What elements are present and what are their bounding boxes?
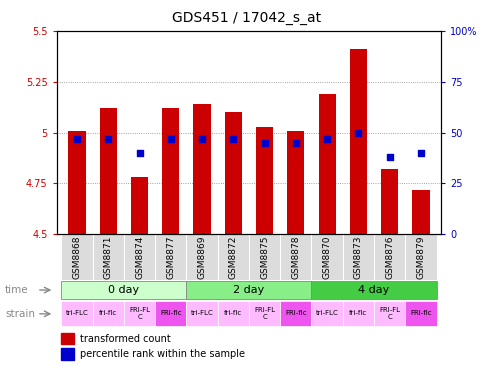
- Text: tri-FLC: tri-FLC: [66, 310, 88, 316]
- Bar: [350, 49, 367, 234]
- Point: [136, 150, 143, 156]
- Bar: [186, 302, 218, 326]
- Bar: [312, 234, 343, 280]
- Bar: [155, 234, 186, 280]
- Point: [105, 136, 112, 142]
- Bar: [287, 131, 305, 234]
- Bar: [93, 234, 124, 280]
- Point: [198, 136, 206, 142]
- Text: time: time: [5, 285, 29, 295]
- Bar: [312, 281, 436, 299]
- Text: GSM8877: GSM8877: [166, 236, 176, 279]
- Bar: [343, 234, 374, 280]
- Bar: [124, 302, 155, 326]
- Text: tri-FLC: tri-FLC: [191, 310, 213, 316]
- Text: strain: strain: [5, 309, 35, 319]
- Bar: [312, 302, 343, 326]
- Text: tri-FLC: tri-FLC: [316, 310, 339, 316]
- Bar: [256, 127, 273, 234]
- Text: 0 day: 0 day: [108, 285, 140, 295]
- Point: [354, 130, 362, 136]
- Bar: [374, 302, 405, 326]
- Bar: [218, 302, 249, 326]
- Bar: [318, 94, 336, 234]
- Point: [73, 136, 81, 142]
- Text: GSM8878: GSM8878: [291, 236, 300, 279]
- Bar: [249, 234, 280, 280]
- Point: [292, 140, 300, 146]
- Bar: [405, 302, 436, 326]
- Text: GSM8870: GSM8870: [322, 236, 332, 279]
- Text: FRI-FL
C: FRI-FL C: [254, 307, 275, 320]
- Bar: [61, 348, 74, 360]
- Text: GSM8873: GSM8873: [354, 236, 363, 279]
- Bar: [343, 302, 374, 326]
- Text: GSM8875: GSM8875: [260, 236, 269, 279]
- Text: fri-flc: fri-flc: [224, 310, 243, 316]
- Bar: [381, 169, 398, 234]
- Bar: [162, 108, 179, 234]
- Bar: [100, 108, 117, 234]
- Text: GSM8872: GSM8872: [229, 236, 238, 279]
- Text: GSM8879: GSM8879: [417, 236, 425, 279]
- Bar: [155, 302, 186, 326]
- Text: transformed count: transformed count: [80, 334, 171, 344]
- Text: GDS451 / 17042_s_at: GDS451 / 17042_s_at: [172, 11, 321, 25]
- Bar: [62, 234, 93, 280]
- Bar: [405, 234, 436, 280]
- Point: [323, 136, 331, 142]
- Bar: [218, 234, 249, 280]
- Point: [417, 150, 425, 156]
- Text: FRI-FL
C: FRI-FL C: [379, 307, 400, 320]
- Bar: [69, 131, 86, 234]
- Text: FRI-flc: FRI-flc: [285, 310, 307, 316]
- Text: percentile rank within the sample: percentile rank within the sample: [80, 349, 245, 359]
- Point: [386, 154, 393, 160]
- Bar: [280, 234, 312, 280]
- Text: GSM8868: GSM8868: [72, 236, 81, 279]
- Text: FRI-flc: FRI-flc: [160, 310, 181, 316]
- Text: fri-flc: fri-flc: [99, 310, 117, 316]
- Point: [261, 140, 269, 146]
- Bar: [280, 302, 312, 326]
- Text: fri-flc: fri-flc: [349, 310, 367, 316]
- Text: GSM8876: GSM8876: [385, 236, 394, 279]
- Bar: [186, 234, 218, 280]
- Bar: [193, 104, 211, 234]
- Bar: [249, 302, 280, 326]
- Point: [229, 136, 237, 142]
- Point: [167, 136, 175, 142]
- Bar: [225, 112, 242, 234]
- Text: 4 day: 4 day: [358, 285, 389, 295]
- Text: 2 day: 2 day: [233, 285, 265, 295]
- Bar: [61, 333, 74, 344]
- Bar: [412, 190, 429, 234]
- Text: FRI-flc: FRI-flc: [410, 310, 432, 316]
- Bar: [131, 178, 148, 234]
- Bar: [374, 234, 405, 280]
- Bar: [124, 234, 155, 280]
- Bar: [62, 302, 93, 326]
- Text: FRI-FL
C: FRI-FL C: [129, 307, 150, 320]
- Bar: [62, 281, 186, 299]
- Bar: [186, 281, 312, 299]
- Bar: [93, 302, 124, 326]
- Text: GSM8869: GSM8869: [198, 236, 207, 279]
- Text: GSM8871: GSM8871: [104, 236, 113, 279]
- Text: GSM8874: GSM8874: [135, 236, 144, 279]
